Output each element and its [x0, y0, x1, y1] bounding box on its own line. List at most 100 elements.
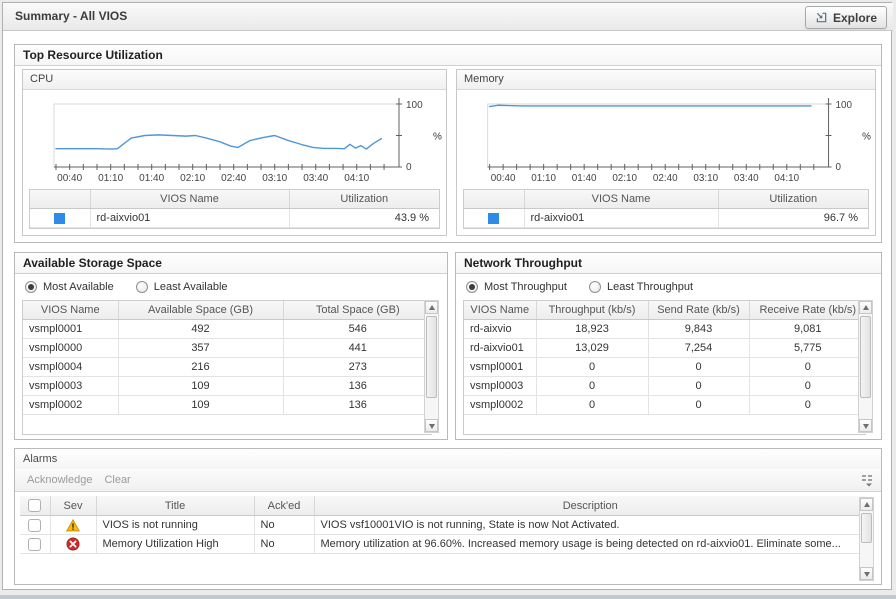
top-resource-utilization-panel: Top Resource Utilization CPU 00:40 01:10 0…	[14, 44, 882, 243]
alarm-select-checkbox[interactable]	[28, 537, 42, 551]
svg-text:02:10: 02:10	[180, 173, 205, 184]
legend-row[interactable]: rd-aixvio01 43.9 %	[30, 208, 439, 228]
vios-name-cell: vsmpl0003	[23, 376, 119, 396]
storage-table-row[interactable]: vsmpl0003 109 136	[23, 376, 432, 396]
storage-radio-group: Most Available Least Available	[25, 274, 228, 300]
vios-name-cell: rd-aixvio01	[90, 208, 290, 228]
explore-button[interactable]: Explore	[804, 6, 887, 29]
severity-cell	[50, 515, 97, 535]
network-throughput-panel: Network Throughput Most Throughput Least …	[455, 252, 882, 440]
alarm-row[interactable]: VIOS is not running No VIOS vsf10001VIO is…	[20, 515, 866, 535]
value-cell: 0	[536, 376, 649, 396]
cpu-utilization-chart[interactable]: 00:40 01:10 01:40 02:10 02:40 03:10 03:40 04:10…	[23, 90, 446, 185]
value-cell: 9,843	[648, 319, 750, 339]
column-header: VIOS Name	[23, 301, 119, 320]
legend-row[interactable]: rd-aixvio01 96.7 %	[464, 208, 868, 228]
scroll-down-button[interactable]	[425, 419, 438, 432]
network-table-row[interactable]: vsmpl0002 0 0 0	[464, 395, 866, 415]
clear-button[interactable]: Clear	[104, 474, 131, 486]
scrollbar-thumb[interactable]	[426, 316, 437, 398]
radio-button-icon	[25, 281, 37, 293]
vios-name-cell: vsmpl0002	[464, 395, 537, 415]
storage-table-row[interactable]: vsmpl0000 357 441	[23, 338, 432, 358]
column-header: Utilization	[718, 190, 868, 209]
value-cell: 0	[648, 395, 750, 415]
alarm-select-checkbox[interactable]	[28, 518, 42, 532]
storage-table-row[interactable]: vsmpl0002 109 136	[23, 395, 432, 415]
memory-panel-title: Memory	[457, 70, 875, 90]
available-storage-space-panel: Available Storage Space Most Available Le…	[14, 252, 448, 440]
svg-text:04:10: 04:10	[344, 173, 369, 184]
svg-text:01:10: 01:10	[531, 173, 556, 184]
scroll-down-button[interactable]	[859, 419, 872, 432]
storage-radio-least-available[interactable]: Least Available	[135, 281, 228, 293]
network-table-row[interactable]: vsmpl0003 0 0 0	[464, 376, 866, 396]
checkbox-cell	[20, 534, 51, 554]
radio-button-icon	[135, 281, 148, 293]
series-color-swatch	[488, 212, 500, 224]
value-cell: 13,029	[536, 338, 649, 358]
column-header: Utilization	[289, 190, 439, 209]
column-header: Send Rate (kb/s)	[648, 301, 750, 320]
radio-label: Most Throughput	[484, 281, 567, 293]
column-header	[20, 496, 51, 516]
alarm-title-cell: VIOS is not running	[96, 515, 255, 535]
alarm-acked-cell: No	[254, 515, 315, 535]
scrollbar-thumb[interactable]	[860, 316, 871, 398]
network-table-row[interactable]: rd-aixvio01 13,029 7,254 5,775	[464, 338, 866, 358]
scroll-up-button[interactable]	[859, 301, 872, 314]
series-color-swatch	[54, 212, 66, 224]
value-cell: 273	[283, 357, 432, 377]
storage-table-row[interactable]: vsmpl0004 216 273	[23, 357, 432, 377]
alarm-row[interactable]: Memory Utilization High No Memory utilizat…	[20, 534, 866, 554]
column-header: Description	[314, 496, 866, 516]
storage-table-row[interactable]: vsmpl0001 492 546	[23, 319, 432, 339]
value-cell: 441	[283, 338, 432, 358]
explore-icon	[816, 12, 827, 23]
alarms-table-scrollbar[interactable]	[859, 497, 874, 581]
scrollbar-thumb[interactable]	[861, 513, 872, 543]
select-all-checkbox[interactable]	[28, 499, 42, 512]
network-radio-least-throughput[interactable]: Least Throughput	[588, 281, 693, 293]
vios-name-cell: vsmpl0003	[464, 376, 537, 396]
column-header	[30, 190, 91, 209]
value-cell: 109	[118, 376, 284, 396]
radio-button-icon	[588, 281, 601, 293]
network-table-row[interactable]: vsmpl0001 0 0 0	[464, 357, 866, 377]
svg-text:03:10: 03:10	[693, 173, 718, 184]
svg-text:01:10: 01:10	[98, 173, 123, 184]
value-cell: 0	[536, 395, 649, 415]
network-radio-most-throughput[interactable]: Most Throughput	[466, 281, 567, 293]
storage-radio-most-available[interactable]: Most Available	[25, 281, 114, 293]
column-header: VIOS Name	[464, 301, 537, 320]
vios-name-cell: rd-aixvio01	[524, 208, 719, 228]
scroll-up-button[interactable]	[860, 498, 873, 511]
cpu-panel: CPU 00:40 01:10 01:40 02:10 02:40 03:10 03:40 0…	[22, 69, 447, 236]
svg-text:100: 100	[406, 100, 423, 111]
memory-utilization-chart[interactable]: 00:40 01:10 01:40 02:10 02:40 03:10 03:40 04:10…	[457, 90, 875, 185]
memory-panel: Memory 00:40 01:10 01:40 02:10 02:40 03:10 03:…	[456, 69, 876, 236]
svg-text:01:40: 01:40	[139, 173, 164, 184]
value-cell: 9,081	[749, 319, 866, 339]
column-header	[464, 190, 525, 209]
storage-table-scrollbar[interactable]	[424, 300, 439, 433]
acknowledge-button[interactable]: Acknowledge	[27, 474, 93, 486]
table-customizer-icon[interactable]	[857, 474, 873, 487]
vios-name-cell: rd-aixvio01	[464, 338, 537, 358]
severity-cell	[50, 534, 97, 554]
network-table-scrollbar[interactable]	[858, 300, 873, 433]
value-cell: 136	[283, 395, 432, 415]
severity-warning-icon	[66, 518, 80, 531]
value-cell: 0	[536, 357, 649, 377]
network-table-row[interactable]: rd-aixvio 18,923 9,843 9,081	[464, 319, 866, 339]
svg-text:03:10: 03:10	[262, 173, 287, 184]
scroll-up-button[interactable]	[425, 301, 438, 314]
network-radio-group: Most Throughput Least Throughput	[466, 274, 693, 300]
scroll-down-button[interactable]	[860, 567, 873, 580]
svg-text:02:40: 02:40	[653, 173, 678, 184]
page-title: Summary - All VIOS	[15, 9, 128, 23]
svg-text:02:10: 02:10	[612, 173, 637, 184]
value-cell: 136	[283, 376, 432, 396]
value-cell: 0	[749, 395, 866, 415]
alarm-description-cell: Memory utilization at 96.60%. Increased …	[314, 534, 866, 554]
